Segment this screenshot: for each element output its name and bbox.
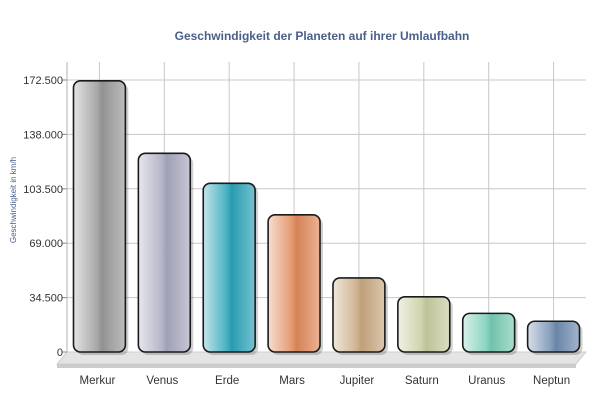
y-tick-label: 103.500	[23, 184, 63, 196]
y-tick-label: 172.500	[23, 75, 63, 87]
x-axis-labels: Merkur Venus Erde Mars Jupiter Saturn Uranus Ne…	[80, 375, 571, 387]
bar-venus[interactable]	[137, 152, 192, 353]
floor-edge	[57, 364, 576, 368]
y-tick-label: 34.500	[29, 293, 63, 305]
bar-erde[interactable]	[202, 182, 256, 353]
x-tick-label: Uranus	[468, 375, 505, 387]
bar-neptun[interactable]	[526, 320, 581, 353]
y-tick-label: 138.000	[23, 129, 63, 141]
x-tick-label: Mars	[279, 375, 305, 387]
y-axis-label: Geschwindigkeit in km/h	[9, 157, 18, 243]
x-tick-label: Merkur	[80, 375, 116, 387]
bars	[72, 79, 583, 356]
x-tick-label: Saturn	[405, 375, 439, 387]
chart-title: Geschwindigkeit der Planeten auf ihrer U…	[175, 29, 470, 43]
bar-mars[interactable]	[267, 214, 321, 353]
x-tick-label: Neptun	[533, 375, 570, 387]
x-tick-label: Venus	[146, 375, 178, 387]
bar-jupiter[interactable]	[332, 277, 386, 353]
y-axis-ticks: 0 34.500 69.000 103.500 138.000 172.500	[23, 62, 68, 359]
y-tick-label: 69.000	[29, 238, 63, 250]
bar-merkur[interactable]	[72, 79, 127, 353]
bar-saturn[interactable]	[397, 296, 451, 353]
x-tick-label: Erde	[215, 375, 239, 387]
y-tick-label: 0	[57, 347, 63, 359]
x-tick-label: Jupiter	[340, 375, 375, 387]
bar-uranus[interactable]	[461, 312, 516, 353]
